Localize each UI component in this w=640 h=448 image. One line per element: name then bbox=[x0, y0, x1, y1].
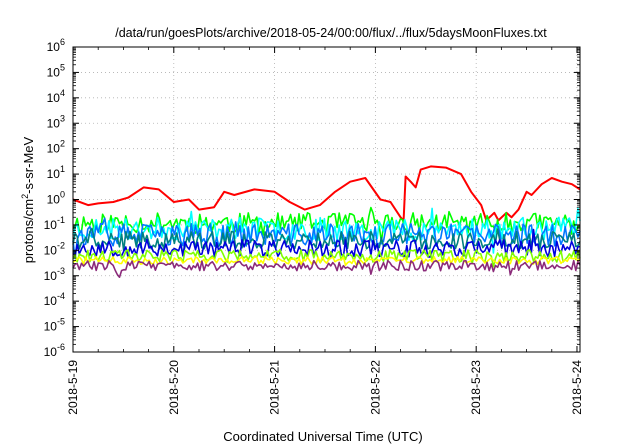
x-tick-label: 2018-5-19 bbox=[66, 360, 80, 415]
series-line bbox=[72, 248, 581, 268]
y-tick-label: 10-5 bbox=[44, 317, 65, 334]
chart-title: /data/run/goesPlots/archive/2018-05-24/0… bbox=[115, 26, 547, 40]
series-line bbox=[72, 259, 581, 278]
x-tick-label: 2018-5-24 bbox=[570, 360, 584, 415]
y-tick-label: 10-1 bbox=[44, 215, 65, 232]
series-line bbox=[72, 165, 581, 222]
y-tick-label: 105 bbox=[47, 62, 65, 79]
data-series bbox=[72, 165, 581, 278]
y-tick-label: 10-2 bbox=[44, 240, 65, 257]
y-tick-label: 103 bbox=[47, 113, 65, 130]
x-tick-labels: 2018-5-19 2018-5-20 2018-5-21 2018-5-22 2018… bbox=[66, 360, 584, 415]
y-axis-label: protons/cm2-s-sr-MeV bbox=[20, 136, 36, 263]
x-tick-label: 2018-5-21 bbox=[268, 360, 282, 415]
y-tick-label: 10-6 bbox=[44, 342, 65, 359]
y-tick-labels: 10-6 10-5 10-4 10-3 10-2 10-1 100 101 102 103 104 1… bbox=[44, 37, 65, 359]
y-tick-label: 106 bbox=[47, 37, 65, 54]
x-tick-label: 2018-5-23 bbox=[469, 360, 483, 415]
series-line bbox=[72, 217, 581, 260]
x-tick-label: 2018-5-20 bbox=[167, 360, 181, 415]
y-tick-label: 10-4 bbox=[44, 291, 65, 308]
y-tick-label: 104 bbox=[47, 88, 65, 105]
y-tick-label: 102 bbox=[47, 139, 65, 156]
series-line bbox=[72, 228, 581, 259]
x-tick-label: 2018-5-22 bbox=[368, 360, 382, 415]
axis-ticks bbox=[72, 46, 580, 353]
y-tick-label: 101 bbox=[47, 164, 65, 181]
y-tick-label: 10-3 bbox=[44, 266, 65, 283]
x-axis-label: Coordinated Universal Time (UTC) bbox=[223, 429, 422, 444]
y-tick-label: 100 bbox=[47, 190, 65, 207]
